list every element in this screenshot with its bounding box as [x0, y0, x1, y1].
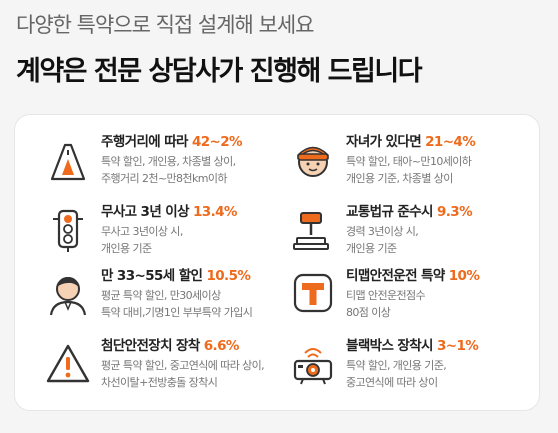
road-icon	[43, 135, 93, 185]
item-rate: 42~2%	[191, 134, 243, 150]
item-desc-line2: 차선이탈+전방충돌 장착시	[101, 375, 218, 389]
item-desc-line2: 특약 대비,기명1인 부부특약 가입시	[101, 305, 253, 319]
item-desc-line2: 개인용 기준	[346, 241, 397, 255]
discount-item-children: 자녀가 있다면 21~4% 특약 할인, 태아~만10세이하 개인용 기준, 차…	[288, 133, 538, 195]
dashcam-icon	[288, 339, 338, 389]
item-desc-line1: 특약 할인, 개인용 기준,	[346, 359, 447, 372]
tmap-icon	[288, 269, 338, 319]
person-icon	[43, 269, 93, 319]
item-desc-line1: 경력 3년이상 시,	[346, 225, 419, 238]
item-rate: 3~1%	[436, 338, 479, 354]
item-desc-line2: 개인용 기준	[101, 241, 152, 255]
discount-item-safety-device: 첨단안전장치 장착 6.6% 평균 특약 할인, 중고연식에 따라 상이, 차선…	[43, 337, 293, 399]
discount-item-dashcam: 블랙박스 장착시 3~1% 특약 할인, 개인용 기준, 중고연식에 따라 상이	[288, 337, 538, 399]
item-desc-line2: 주행거리 2천~만8천km이하	[101, 171, 227, 185]
item-rate: 10.5%	[206, 268, 251, 284]
page-subtitle: 다양한 특약으로 직접 설계해 보세요	[16, 13, 314, 37]
item-rate: 6.6%	[203, 338, 240, 354]
item-rate: 10%	[448, 268, 480, 284]
page-title: 계약은 전문 상담사가 진행해 드립니다	[16, 56, 423, 87]
item-rate: 9.3%	[436, 204, 473, 220]
item-title: 블랙박스 장착시	[346, 338, 437, 354]
discount-item-age: 만 33~55세 할인 10.5% 평균 특약 할인, 만30세이상 특약 대비…	[43, 267, 293, 329]
item-rate: 21~4%	[425, 134, 476, 150]
item-rate: 13.4%	[193, 204, 237, 220]
item-desc-line2: 개인용 기준, 차종별 상이	[346, 171, 453, 185]
discount-item-traffic-law: 교통법규 준수시 9.3% 경력 3년이상 시, 개인용 기준	[288, 203, 538, 265]
item-title: 첨단안전장치 장착	[101, 338, 204, 354]
item-desc-line1: 평균 특약 할인, 만30세이상	[101, 289, 221, 302]
item-title: 티맵안전운전 특약	[346, 268, 449, 284]
item-desc-line1: 특약 할인, 개인용, 차종별 상이,	[101, 155, 236, 168]
discount-item-tmap: 티맵안전운전 특약 10% 티맵 안전운전점수 80점 이상	[288, 267, 538, 329]
discount-item-no-accident: 무사고 3년 이상 13.4% 무사고 3년이상 시, 개인용 기준	[43, 203, 293, 265]
discount-card: 주행거리에 따라 42~2% 특약 할인, 개인용, 차종별 상이, 주행거리 …	[14, 114, 540, 411]
item-title: 주행거리에 따라	[101, 134, 192, 150]
traffic-light-icon	[43, 205, 93, 255]
item-desc-line1: 무사고 3년이상 시,	[101, 225, 183, 238]
gavel-icon	[288, 205, 338, 255]
item-desc-line1: 티맵 안전운전점수	[346, 289, 426, 302]
item-title: 자녀가 있다면	[346, 134, 426, 150]
discount-item-mileage: 주행거리에 따라 42~2% 특약 할인, 개인용, 차종별 상이, 주행거리 …	[43, 133, 293, 195]
item-title: 무사고 3년 이상	[101, 204, 194, 220]
item-title: 만 33~55세 할인	[101, 268, 207, 284]
warning-icon	[43, 339, 93, 389]
item-desc-line1: 평균 특약 할인, 중고연식에 따라 상이,	[101, 359, 265, 372]
item-desc-line2: 80점 이상	[346, 305, 391, 319]
item-desc-line1: 특약 할인, 태아~만10세이하	[346, 155, 472, 168]
item-title: 교통법규 준수시	[346, 204, 437, 220]
child-icon	[288, 135, 338, 185]
item-desc-line2: 중고연식에 따라 상이	[346, 375, 438, 389]
